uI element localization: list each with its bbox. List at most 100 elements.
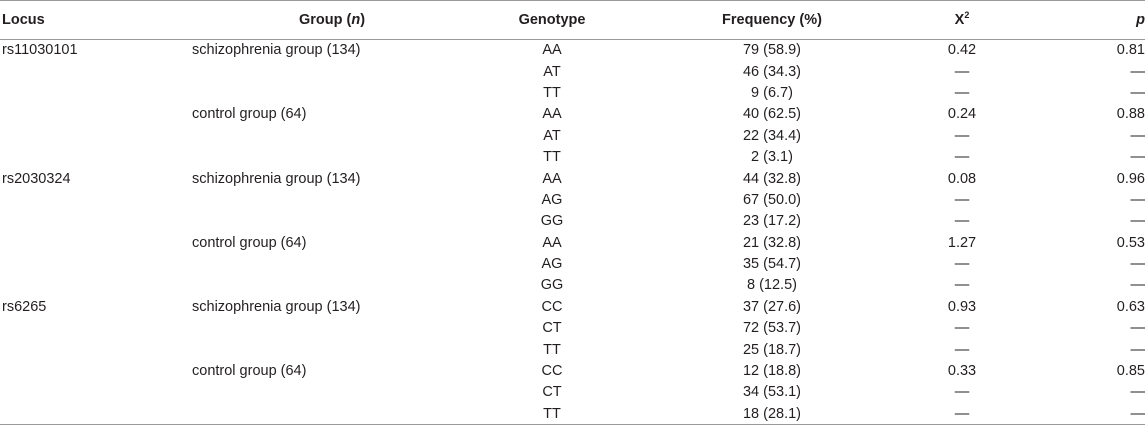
- cell-chi-square: —: [954, 127, 970, 144]
- cell-chi-square: —: [954, 213, 970, 230]
- cell-frequency: 12 (18.8): [742, 363, 802, 380]
- cell-p-value: —: [1130, 256, 1145, 273]
- cell-p-value: —: [1130, 191, 1145, 208]
- cell-group: [212, 403, 452, 426]
- cell-chi-square: —: [954, 84, 970, 101]
- cell-chi-square: —: [954, 256, 970, 273]
- cell-group: [212, 253, 452, 274]
- cell-group: control group (64): [192, 360, 452, 381]
- cell-chi-square: —: [954, 277, 970, 294]
- table-row: control group (64) CC 12 (18.8) 0.33 0.85: [0, 360, 1145, 381]
- header-p-value: p: [1032, 0, 1145, 40]
- cell-genotype: TT: [543, 149, 561, 166]
- table-row: rs6265 schizophrenia group (134) CC 37 (27.…: [0, 296, 1145, 317]
- cell-frequency: 67 (50.0): [742, 191, 802, 208]
- cell-p-value: 0.63: [1116, 298, 1145, 315]
- table-row: TT 2 (3.1) — —: [0, 146, 1145, 167]
- cell-p-value: —: [1032, 403, 1145, 426]
- cell-genotype: AA: [542, 170, 562, 187]
- cell-genotype: CC: [541, 363, 563, 380]
- header-group-close: ): [360, 12, 366, 28]
- cell-locus: [0, 146, 212, 167]
- cell-frequency: 40 (62.5): [742, 106, 802, 123]
- cell-chi-square: 0.33: [947, 363, 977, 380]
- cell-locus: [0, 189, 212, 210]
- cell-frequency: 44 (32.8): [742, 170, 802, 187]
- cell-locus: [0, 253, 212, 274]
- cell-group: [212, 339, 452, 360]
- cell-locus: [0, 211, 212, 232]
- cell-group: [212, 146, 452, 167]
- cell-group: schizophrenia group (134): [192, 40, 452, 61]
- cell-frequency: 25 (18.7): [742, 341, 802, 358]
- cell-group: [212, 189, 452, 210]
- cell-locus: [0, 275, 212, 296]
- cell-locus: [0, 339, 212, 360]
- group-label: control group (64): [192, 363, 307, 380]
- cell-frequency: 22 (34.4): [742, 127, 802, 144]
- cell-frequency: 34 (53.1): [742, 384, 802, 401]
- cell-frequency: 72 (53.7): [742, 320, 802, 337]
- cell-chi-square: 0.08: [947, 170, 977, 187]
- cell-genotype: CC: [541, 298, 563, 315]
- cell-p-value: —: [1130, 320, 1145, 337]
- group-label: control group (64): [192, 106, 307, 123]
- cell-chi-square: —: [954, 149, 970, 166]
- table-row: TT 9 (6.7) — —: [0, 82, 1145, 103]
- table-row: AG 67 (50.0) — —: [0, 189, 1145, 210]
- header-chi-sup: 2: [964, 10, 970, 21]
- cell-genotype: TT: [543, 84, 561, 101]
- cell-chi-square: 1.27: [947, 234, 977, 251]
- cell-locus: [0, 104, 212, 125]
- cell-genotype: AT: [543, 127, 561, 144]
- cell-p-value: —: [1130, 341, 1145, 358]
- group-label: schizophrenia group (134): [192, 170, 361, 187]
- cell-p-value: 0.81: [1116, 42, 1145, 59]
- cell-genotype: CT: [542, 384, 562, 401]
- cell-genotype: AT: [543, 63, 561, 80]
- cell-p-value: 0.85: [1116, 363, 1145, 380]
- table-row: CT 72 (53.7) — —: [0, 318, 1145, 339]
- cell-group: [212, 382, 452, 403]
- cell-p-value: 0.88: [1116, 106, 1145, 123]
- cell-frequency: 46 (34.3): [742, 63, 802, 80]
- table-row: CT 34 (53.1) — —: [0, 382, 1145, 403]
- cell-locus: [0, 318, 212, 339]
- table-row: GG 8 (12.5) — —: [0, 275, 1145, 296]
- cell-locus: [0, 360, 212, 381]
- header-genotype: Genotype: [452, 0, 652, 40]
- cell-group: [212, 211, 452, 232]
- table-body: rs11030101 schizophrenia group (134) AA 79 …: [0, 40, 1145, 426]
- cell-p-value: 0.96: [1116, 170, 1145, 187]
- cell-genotype: AA: [542, 42, 562, 59]
- header-p-label: p: [1136, 12, 1145, 28]
- cell-group: control group (64): [192, 104, 452, 125]
- cell-locus: rs11030101: [2, 42, 78, 59]
- header-chi-square: X2: [892, 0, 1032, 40]
- cell-group: [212, 275, 452, 296]
- table-row: rs11030101 schizophrenia group (134) AA 79 …: [0, 40, 1145, 61]
- cell-p-value: —: [1130, 84, 1145, 101]
- cell-locus: [0, 403, 212, 426]
- cell-frequency: 37 (27.6): [742, 298, 802, 315]
- cell-frequency: 18 (28.1): [652, 403, 892, 426]
- cell-frequency: 8 (12.5): [747, 277, 797, 294]
- cell-p-value: —: [1130, 213, 1145, 230]
- table-header: Locus Group (n) Genotype Frequency (%) X…: [0, 0, 1145, 40]
- cell-group: [212, 61, 452, 82]
- cell-p-value: —: [1130, 149, 1145, 166]
- table-row: AT 46 (34.3) — —: [0, 61, 1145, 82]
- cell-frequency: 35 (54.7): [742, 256, 802, 273]
- cell-p-value: 0.53: [1116, 234, 1145, 251]
- cell-chi-square: 0.93: [947, 298, 977, 315]
- cell-genotype: AA: [542, 234, 562, 251]
- cell-group: [212, 318, 452, 339]
- header-group: Group (n): [212, 0, 452, 40]
- cell-locus: [0, 382, 212, 403]
- cell-chi-square: —: [954, 320, 970, 337]
- cell-p-value: —: [1130, 384, 1145, 401]
- header-frequency: Frequency (%): [652, 0, 892, 40]
- cell-frequency: 2 (3.1): [751, 149, 793, 166]
- cell-chi-square: —: [892, 403, 1032, 426]
- cell-locus: [0, 82, 212, 103]
